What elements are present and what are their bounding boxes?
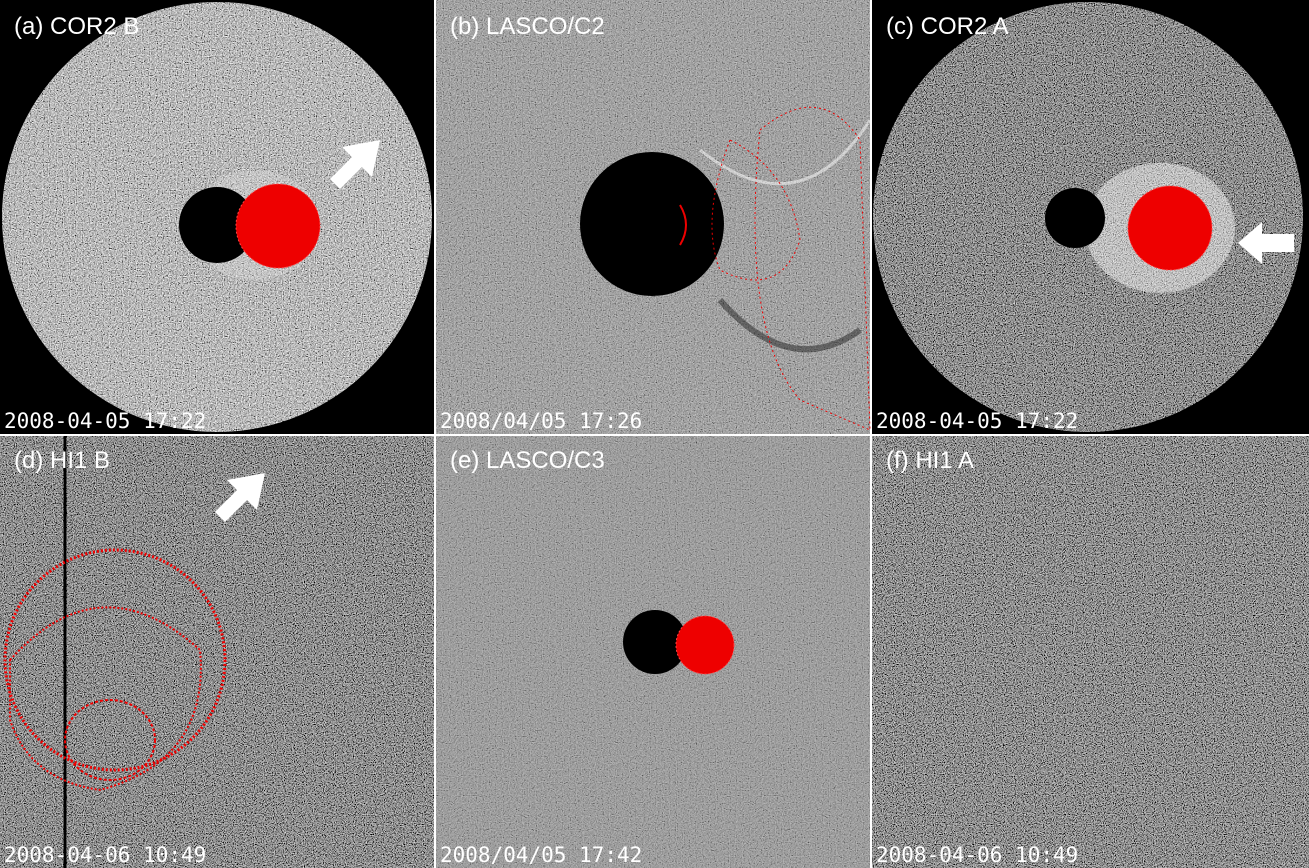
timestamp: 2008-04-05 17:22 <box>4 409 206 433</box>
panel-e <box>436 436 870 868</box>
timestamp: 2008/04/05 17:26 <box>440 409 642 433</box>
panel-label: (b) LASCO/C2 <box>450 13 605 40</box>
timestamp: 2008-04-06 10:49 <box>876 843 1078 867</box>
panel-b <box>436 0 872 434</box>
panel-label: (d) HI1 B <box>14 447 110 474</box>
panel-f <box>872 436 1309 868</box>
panel-label: (e) LASCO/C3 <box>450 447 605 474</box>
labels: (a) COR2 B 2008-04-05 17:22 (b) LASCO/C2 20… <box>4 13 1078 867</box>
panel-label: (c) COR2 A <box>886 13 1009 40</box>
timestamp: 2008/04/05 17:42 <box>440 843 642 867</box>
panel-c <box>872 0 1309 434</box>
timestamp: 2008-04-06 10:49 <box>4 843 206 867</box>
panel-label: (a) COR2 B <box>14 13 139 40</box>
panel-a <box>0 0 434 434</box>
panel-d <box>0 436 434 868</box>
panel-label: (f) HI1 A <box>886 447 974 474</box>
timestamp: 2008-04-05 17:22 <box>876 409 1078 433</box>
